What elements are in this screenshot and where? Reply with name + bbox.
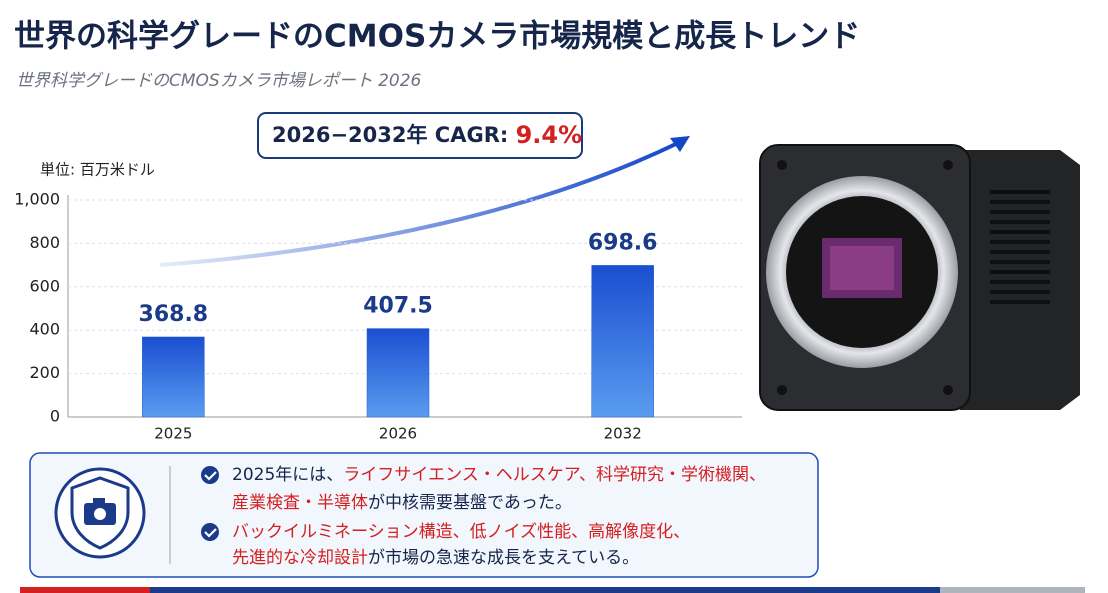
footer-bar-blue bbox=[150, 587, 940, 593]
unit-label: 単位: 百万米ドル bbox=[40, 161, 155, 179]
value-label: 407.5 bbox=[363, 294, 433, 319]
check-icon bbox=[201, 466, 219, 484]
cagr-text: 2026−2032年 CAGR: 9.4% bbox=[272, 121, 582, 149]
y-tick-label: 200 bbox=[29, 363, 60, 382]
emphasis-text: 産業検査・半導体 bbox=[232, 493, 368, 513]
bullets: 2025年には、ライフサイエンス・ヘルスケア、科学研究・学術機関、産業検査・半導… bbox=[201, 465, 766, 568]
y-tick-label: 800 bbox=[29, 233, 60, 252]
emphasis-text: ライフサイエンス・ヘルスケア、科学研究・学術機関、 bbox=[343, 465, 766, 485]
y-tick-label: 400 bbox=[29, 320, 60, 339]
title: 世界の科学グレードのCMOSカメラ市場規模と成長トレンド bbox=[14, 19, 860, 55]
footer-bar-gray bbox=[940, 587, 1085, 593]
chart: 0 200 400 600 800 1,000 2025 368.8 2026 407.5 2032… bbox=[14, 190, 742, 443]
check-mark bbox=[204, 528, 217, 538]
bullet-text: が市場の急速な成長を支えている。 bbox=[368, 548, 639, 568]
cagr-label: 2026−2032年 CAGR: bbox=[272, 123, 508, 147]
bar bbox=[591, 265, 654, 418]
bullet-text: が中核需要基盤であった。 bbox=[368, 493, 572, 513]
cagr-box bbox=[257, 112, 583, 159]
camera-icon-top bbox=[93, 498, 105, 504]
bullet-line: 産業検査・半導体が中核需要基盤であった。 bbox=[232, 493, 572, 513]
value-label: 368.8 bbox=[139, 302, 209, 327]
info-box bbox=[29, 452, 819, 578]
bullet-line: 2025年には、ライフサイエンス・ヘルスケア、科学研究・学術機関、 bbox=[232, 465, 766, 485]
subtitle: 世界科学グレードのCMOSカメラ市場レポート 2026 bbox=[16, 71, 422, 91]
emphasis-text: 先進的な冷却設計 bbox=[232, 548, 368, 568]
y-tick-label: 0 bbox=[50, 407, 60, 426]
check-icon bbox=[201, 523, 219, 541]
value-label: 698.6 bbox=[588, 230, 658, 255]
check-mark bbox=[204, 471, 217, 481]
bullet-text: 2025年には、 bbox=[232, 465, 343, 485]
camera-icon-lens bbox=[94, 508, 106, 520]
x-tick-label: 2025 bbox=[154, 425, 192, 443]
shield-icon bbox=[70, 476, 130, 550]
arrow-head bbox=[670, 136, 690, 152]
bullet-line: 先進的な冷却設計が市場の急速な成長を支えている。 bbox=[232, 548, 639, 568]
trend-arrow bbox=[159, 140, 681, 267]
emphasis-text: バックイルミネーション構造、低ノイズ性能、高解像度化、 bbox=[232, 522, 690, 542]
x-tick-label: 2032 bbox=[604, 425, 642, 443]
bar bbox=[366, 328, 430, 418]
x-tick-label: 2026 bbox=[379, 425, 417, 443]
camera-image bbox=[759, 144, 1080, 411]
bullet-line: バックイルミネーション構造、低ノイズ性能、高解像度化、 bbox=[232, 522, 690, 542]
bar bbox=[142, 336, 205, 418]
y-tick-label: 600 bbox=[29, 276, 60, 295]
y-tick-label: 1,000 bbox=[14, 190, 60, 209]
cagr-value: 9.4% bbox=[516, 121, 583, 149]
footer-bar-red bbox=[20, 587, 150, 593]
